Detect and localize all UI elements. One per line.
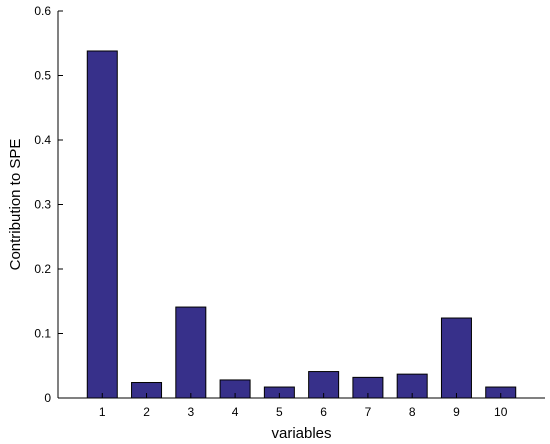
x-tick-label: 1 (99, 405, 106, 419)
y-ticks-group: 0 0.1 0.2 0.3 0.4 0.5 0.6 (34, 4, 63, 405)
x-tick-label: 3 (187, 405, 194, 419)
y-tick-label: 0.5 (34, 69, 51, 83)
y-tick-label: 0.6 (34, 4, 51, 18)
y-tick-label: 0.4 (34, 133, 51, 147)
bars-group (86, 50, 517, 399)
bar-3 (175, 306, 207, 399)
x-tick-label: 4 (232, 405, 239, 419)
x-tick-label: 10 (494, 405, 508, 419)
y-tick-label: 0.1 (34, 327, 51, 341)
x-tick-label: 7 (365, 405, 372, 419)
x-tick-label: 6 (320, 405, 327, 419)
x-tick-label: 5 (276, 405, 283, 419)
bar-1 (86, 50, 118, 399)
x-axis-label: variables (271, 425, 331, 442)
y-axis-label: Contribution to SPE (7, 139, 24, 271)
x-tick-label: 8 (409, 405, 416, 419)
bar-9 (440, 317, 472, 399)
y-tick-label: 0 (44, 391, 51, 405)
y-tick-label: 0.3 (34, 198, 51, 212)
x-ticks-group: 1 2 3 4 5 6 7 8 9 10 (99, 393, 508, 419)
y-tick-label: 0.2 (34, 262, 51, 276)
x-tick-label: 2 (143, 405, 150, 419)
x-tick-label: 9 (453, 405, 460, 419)
